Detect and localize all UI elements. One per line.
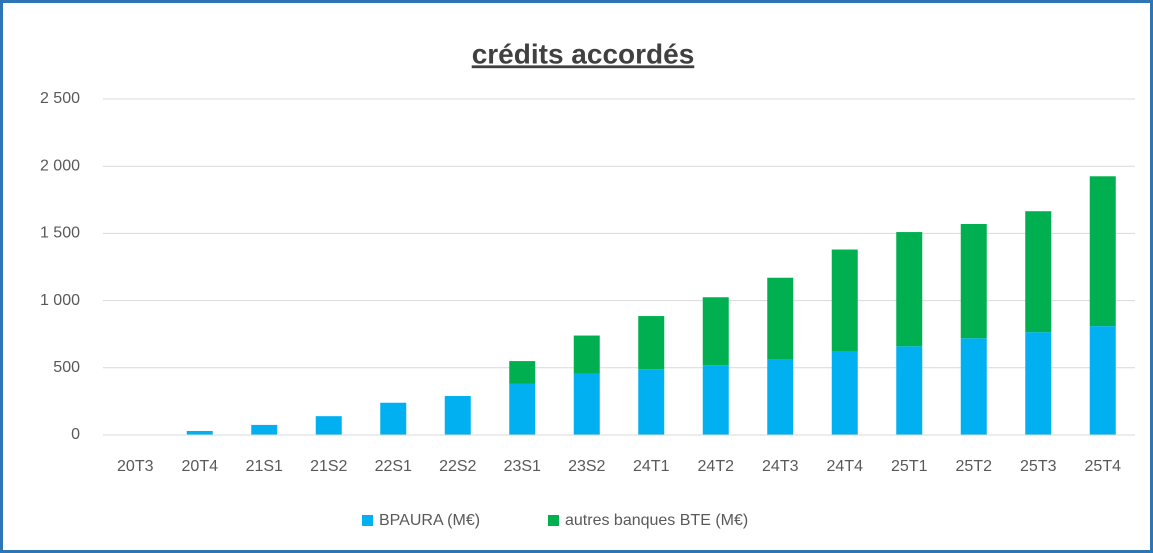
bar-segment xyxy=(831,351,858,435)
bar-segment xyxy=(1025,332,1052,435)
bar-segment xyxy=(702,297,729,366)
x-tick-label: 20T4 xyxy=(182,458,219,475)
bar-segment xyxy=(767,359,794,435)
x-tick-label: 23S1 xyxy=(504,458,541,475)
x-tick-label: 21S2 xyxy=(310,458,347,475)
x-tick-label: 23S2 xyxy=(568,458,605,475)
bar-segment xyxy=(1089,326,1116,435)
y-tick-label: 1 500 xyxy=(40,225,80,242)
bar-segment xyxy=(702,365,729,435)
bar-segment xyxy=(509,361,536,384)
bar-segment xyxy=(638,369,665,435)
legend-swatch xyxy=(362,515,373,526)
x-tick-label: 25T3 xyxy=(1020,458,1057,475)
y-tick-label: 2 000 xyxy=(40,157,80,174)
x-tick-label: 20T3 xyxy=(117,458,154,475)
bar-segment xyxy=(573,335,600,374)
legend-label: BPAURA (M€) xyxy=(379,512,480,529)
x-tick-label: 25T4 xyxy=(1085,458,1122,475)
bar-segment xyxy=(186,430,213,435)
bar-segment xyxy=(1025,211,1052,333)
bar-segment xyxy=(573,373,600,435)
x-tick-label: 21S1 xyxy=(246,458,283,475)
x-tick-label: 24T1 xyxy=(633,458,670,475)
legend-swatch xyxy=(548,515,559,526)
bar-segment xyxy=(960,338,987,435)
bar-segment xyxy=(315,416,342,435)
bar-segment xyxy=(380,402,407,435)
y-tick-label: 0 xyxy=(71,426,80,443)
legend-label: autres banques BTE (M€) xyxy=(565,512,748,529)
bar-segment xyxy=(251,424,278,435)
bar-segment xyxy=(831,249,858,352)
bar-segment xyxy=(1089,176,1116,327)
y-tick-label: 1 000 xyxy=(40,292,80,309)
chart-title: crédits accordés xyxy=(472,38,695,69)
x-tick-label: 22S2 xyxy=(439,458,476,475)
bar-segment xyxy=(960,223,987,339)
bar-segment xyxy=(896,346,923,435)
x-tick-label: 24T3 xyxy=(762,458,799,475)
x-tick-label: 25T2 xyxy=(956,458,993,475)
x-tick-label: 24T4 xyxy=(827,458,864,475)
x-tick-label: 24T2 xyxy=(698,458,735,475)
bar-segment xyxy=(638,316,665,370)
y-tick-label: 500 xyxy=(53,359,80,376)
y-tick-label: 2 500 xyxy=(40,90,80,107)
bar-segment xyxy=(767,277,794,360)
bar-segment xyxy=(444,396,471,435)
bar-segment xyxy=(896,232,923,347)
x-tick-label: 25T1 xyxy=(891,458,928,475)
bar-segment xyxy=(509,383,536,435)
x-tick-label: 22S1 xyxy=(375,458,412,475)
